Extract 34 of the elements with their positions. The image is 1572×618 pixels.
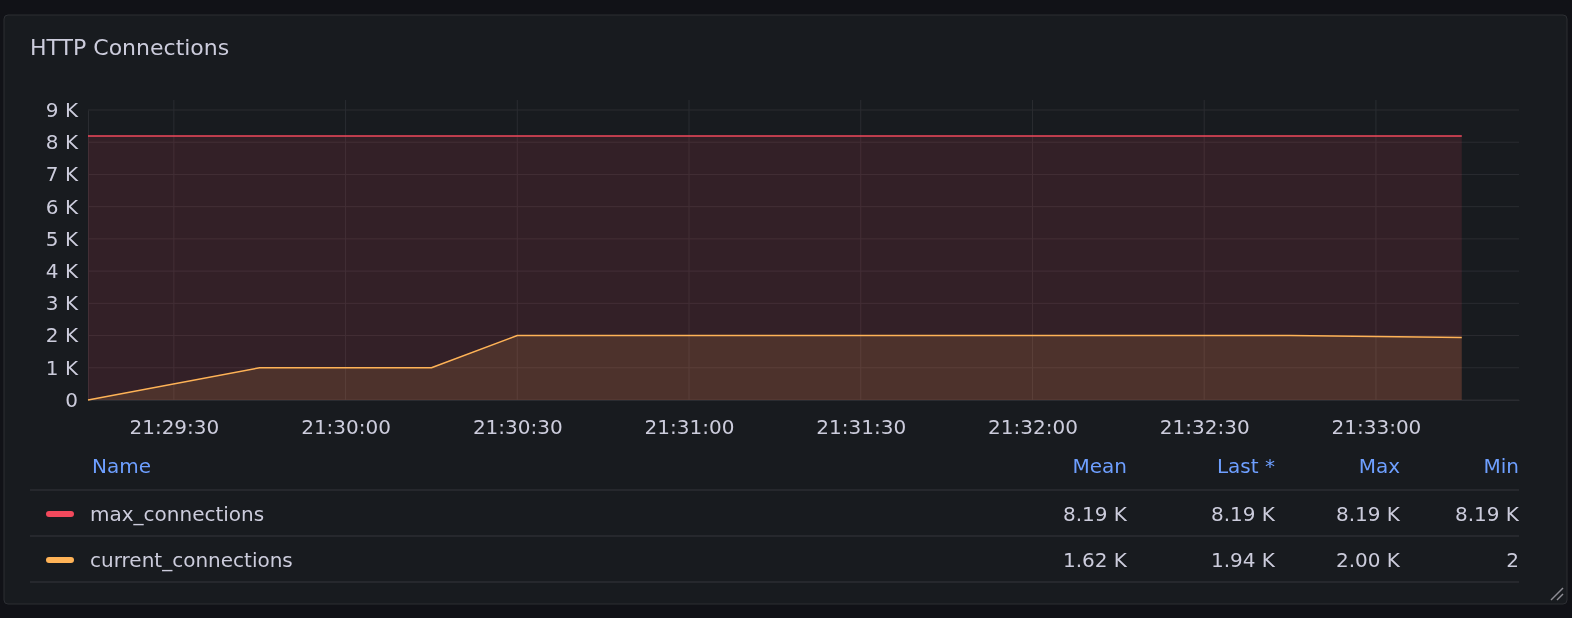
- text: Last *: [1216, 454, 1275, 478]
- x-tick-label: 21:32:00: [988, 415, 1078, 440]
- y-tick-label: 4 K: [45, 259, 79, 284]
- x-tick-label: 21:32:30: [1159, 415, 1250, 440]
- text: Mean: [1072, 454, 1127, 478]
- chart-title: HTTP Connections: [30, 35, 230, 60]
- text: 8.19 K: [1062, 502, 1128, 526]
- x-tick-label: 21:29:30: [129, 415, 220, 440]
- y-tick-label: 5 K: [45, 226, 79, 251]
- x-tick-label: 21:31:00: [644, 415, 735, 440]
- y-tick-label: 0: [65, 387, 78, 412]
- x-tick-label: 21:31:30: [816, 415, 907, 440]
- y-tick-label: 8 K: [45, 130, 79, 155]
- text: 1.94 K: [1210, 548, 1276, 572]
- x-tick-label: 21:33:00: [1331, 415, 1422, 440]
- y-tick-label: 1 K: [45, 355, 79, 380]
- x-tick-label: 21:30:30: [472, 415, 563, 440]
- legend-label: max_connections: [90, 502, 265, 526]
- text: 1.62 K: [1062, 548, 1128, 572]
- x-tick-label: 21:30:00: [301, 415, 391, 440]
- text: 8.19 K: [1335, 502, 1401, 526]
- text: 8.19 K: [1454, 502, 1520, 526]
- text: Max: [1358, 454, 1401, 478]
- text: 8.19 K: [1210, 502, 1276, 526]
- text: Name: [92, 454, 152, 478]
- y-tick-label: 3 K: [45, 291, 79, 316]
- text: Min: [1483, 454, 1519, 478]
- y-tick-label: 7 K: [45, 162, 79, 187]
- y-tick-label: 9 K: [45, 97, 79, 122]
- y-tick-label: 6 K: [45, 194, 79, 219]
- text: 2: [1506, 548, 1519, 572]
- legend-label: current_connections: [90, 548, 293, 572]
- text: 2.00 K: [1335, 548, 1401, 572]
- y-tick-label: 2 K: [45, 323, 79, 348]
